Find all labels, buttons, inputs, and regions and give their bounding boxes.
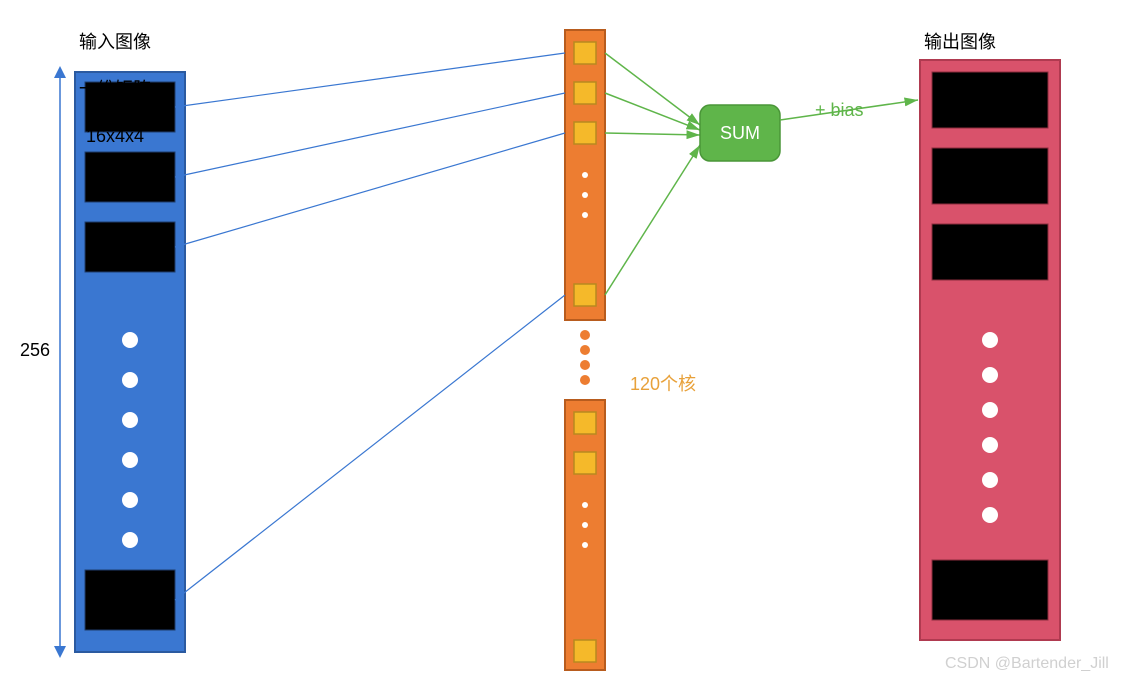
output-block [920, 60, 1060, 640]
output-ellipsis-dot [982, 402, 998, 418]
edge-kernel-sum [605, 53, 700, 125]
kernel-cell [574, 640, 596, 662]
edge-input-kernel [175, 53, 565, 107]
output-header: 输出图像 1x120 [885, 8, 1025, 102]
kernel-ellipsis-dot [582, 542, 588, 548]
input-ellipsis-dot [122, 452, 138, 468]
edge-input-kernel [175, 295, 565, 600]
bias-label: + bias [815, 100, 864, 121]
kernel-gap-dot [580, 345, 590, 355]
edge-kernel-sum [605, 133, 700, 135]
edge-kernel-sum [605, 145, 700, 295]
output-ellipsis-dot [982, 507, 998, 523]
kernel-gap-dot [580, 360, 590, 370]
input-ellipsis-dot [122, 412, 138, 428]
input-cell [85, 570, 175, 630]
watermark: CSDN @Bartender_Jill [945, 655, 1109, 673]
input-ellipsis-dot [122, 332, 138, 348]
kernels-count-label: 120个核 [630, 370, 696, 396]
kernel-cell [574, 284, 596, 306]
output-ellipsis-dot [982, 332, 998, 348]
edge-kernel-sum [605, 93, 700, 130]
output-ellipsis-dot [982, 472, 998, 488]
output-ellipsis-dot [982, 367, 998, 383]
kernel-cell [574, 122, 596, 144]
input-ellipsis-dot [122, 532, 138, 548]
input-header-l3: 16x4x4 [86, 126, 144, 146]
input-header: 输入图像 一维矩阵 16x4x4 [50, 8, 170, 148]
edge-input-kernel [175, 93, 565, 177]
input-ellipsis-dot [122, 372, 138, 388]
output-header-l1: 输出图像 [924, 32, 996, 52]
input-header-l2: 一维矩阵 [79, 79, 151, 99]
kernel-ellipsis-dot [582, 172, 588, 178]
kernel-gap-dot [580, 330, 590, 340]
input-header-l1: 输入图像 [79, 32, 151, 52]
output-cell [932, 560, 1048, 620]
kernel-cell [574, 412, 596, 434]
input-ellipsis-dot [122, 492, 138, 508]
sum-label: SUM [720, 123, 760, 143]
kernel-ellipsis-dot [582, 192, 588, 198]
kernel-ellipsis-dot [582, 212, 588, 218]
input-cell [85, 152, 175, 202]
kernel-column-bottom [565, 400, 605, 670]
dim-256-label: 256 [20, 340, 50, 361]
kernel-gap-dot [580, 375, 590, 385]
kernel-cell [574, 82, 596, 104]
kernel-ellipsis-dot [582, 522, 588, 528]
kernel-cell [574, 452, 596, 474]
kernel-cell [574, 42, 596, 64]
output-header-l2: 1x120 [935, 79, 984, 99]
kernel-ellipsis-dot [582, 502, 588, 508]
edge-input-kernel [175, 133, 565, 247]
output-cell [932, 148, 1048, 204]
input-cell [85, 222, 175, 272]
output-cell [932, 224, 1048, 280]
output-ellipsis-dot [982, 437, 998, 453]
